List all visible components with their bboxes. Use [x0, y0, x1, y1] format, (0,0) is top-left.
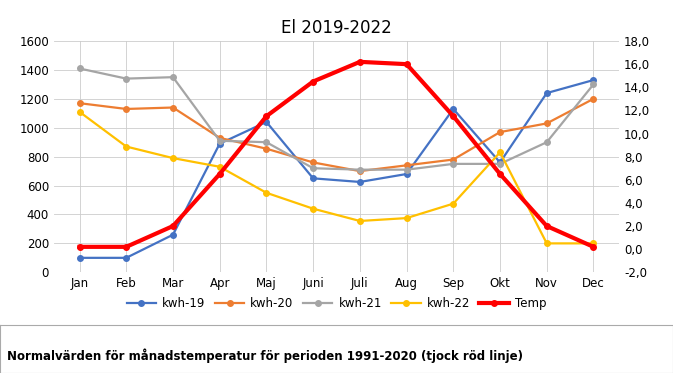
kwh-19: [215, 141, 223, 146]
Temp: [122, 245, 131, 249]
Line: kwh-19: kwh-19: [77, 77, 596, 261]
Temp: [542, 224, 551, 228]
kwh-21: [309, 166, 317, 170]
kwh-22: [496, 150, 504, 154]
kwh-19: [402, 172, 411, 176]
Temp: [356, 60, 364, 64]
kwh-21: [450, 162, 458, 166]
kwh-22: [215, 164, 223, 169]
Temp: [309, 79, 317, 84]
kwh-20: [542, 121, 551, 126]
Temp: [169, 224, 177, 228]
kwh-20: [215, 136, 223, 140]
kwh-21: [122, 76, 131, 81]
kwh-19: [262, 120, 271, 124]
kwh-21: [590, 82, 598, 87]
kwh-22: [542, 241, 551, 245]
kwh-20: [496, 130, 504, 134]
kwh-19: [169, 232, 177, 237]
kwh-22: [590, 241, 598, 245]
kwh-19: [122, 256, 131, 260]
kwh-21: [75, 66, 83, 71]
Line: kwh-20: kwh-20: [77, 96, 596, 174]
kwh-20: [309, 160, 317, 164]
kwh-20: [402, 163, 411, 167]
kwh-21: [169, 75, 177, 79]
Line: kwh-21: kwh-21: [77, 66, 596, 172]
Temp: [215, 172, 223, 176]
Title: El 2019-2022: El 2019-2022: [281, 19, 392, 37]
Temp: [262, 114, 271, 118]
kwh-22: [356, 219, 364, 223]
Temp: [450, 114, 458, 118]
kwh-21: [262, 140, 271, 144]
kwh-22: [122, 144, 131, 149]
kwh-22: [169, 156, 177, 160]
kwh-20: [169, 105, 177, 110]
kwh-20: [122, 107, 131, 111]
kwh-19: [450, 107, 458, 111]
kwh-19: [356, 180, 364, 184]
Legend: kwh-19, kwh-20, kwh-21, kwh-22, Temp: kwh-19, kwh-20, kwh-21, kwh-22, Temp: [122, 292, 551, 315]
kwh-20: [75, 101, 83, 106]
kwh-22: [402, 216, 411, 220]
kwh-22: [450, 201, 458, 206]
Temp: [402, 62, 411, 66]
kwh-22: [75, 110, 83, 114]
kwh-21: [542, 140, 551, 144]
kwh-19: [542, 91, 551, 95]
kwh-22: [262, 191, 271, 195]
Line: Temp: Temp: [77, 59, 596, 250]
kwh-20: [356, 169, 364, 173]
kwh-20: [590, 97, 598, 101]
kwh-21: [496, 162, 504, 166]
kwh-19: [309, 176, 317, 181]
kwh-21: [215, 138, 223, 143]
kwh-22: [309, 206, 317, 211]
Text: Normalvärden för månadstemperatur för perioden 1991-2020 (tjock röd linje): Normalvärden för månadstemperatur för pe…: [7, 349, 523, 363]
Temp: [590, 245, 598, 249]
Temp: [496, 172, 504, 176]
kwh-21: [402, 167, 411, 172]
kwh-20: [262, 147, 271, 151]
kwh-19: [75, 256, 83, 260]
kwh-19: [590, 78, 598, 82]
kwh-21: [356, 167, 364, 172]
kwh-19: [496, 160, 504, 164]
Line: kwh-22: kwh-22: [77, 109, 596, 246]
Temp: [75, 245, 83, 249]
kwh-20: [450, 157, 458, 162]
